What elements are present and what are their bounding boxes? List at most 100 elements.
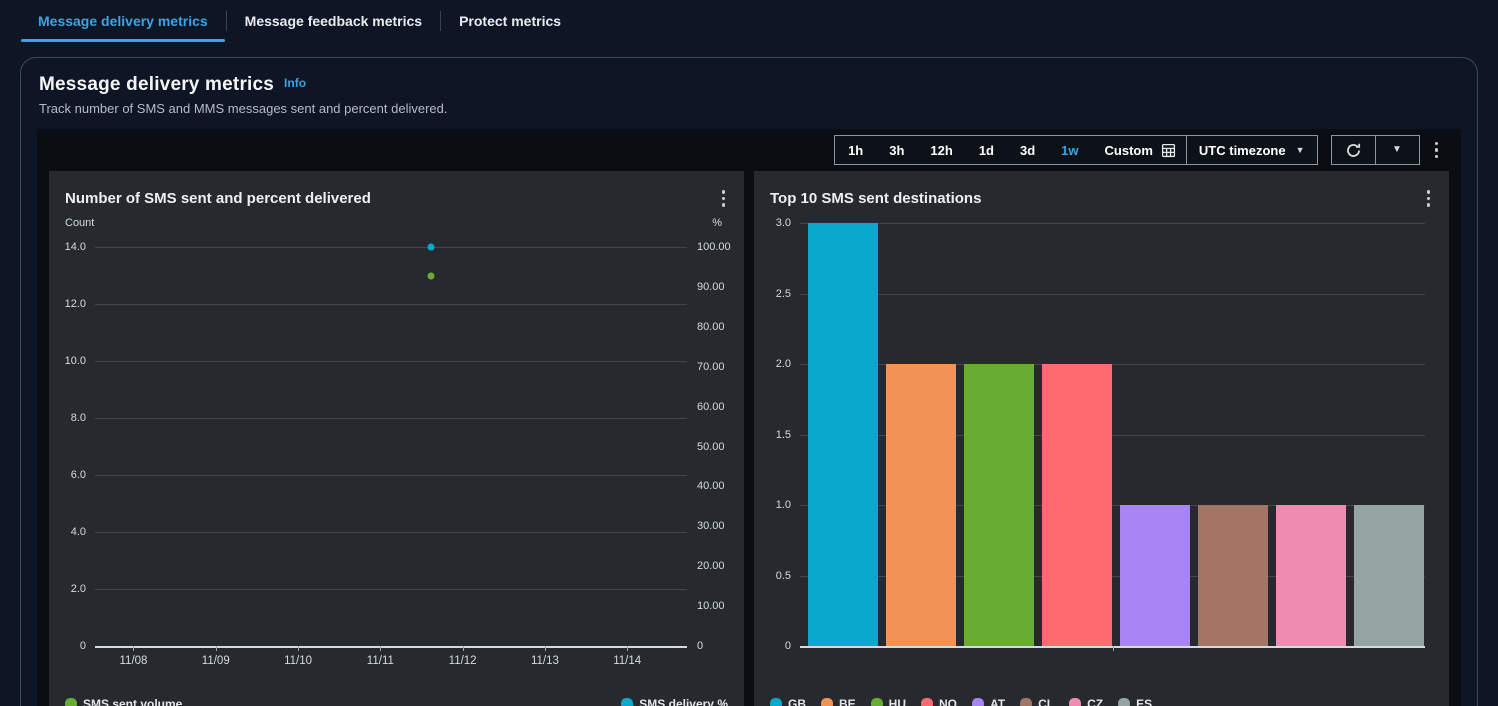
left-axis-tick-label: 10.0 (64, 355, 86, 367)
toolbar-kebab-menu[interactable] (1426, 136, 1448, 165)
left-axis-tick-label: 8.0 (70, 412, 86, 424)
grid-line (800, 575, 1425, 577)
caret-down-icon: ▼ (1295, 144, 1305, 155)
info-link[interactable]: Info (284, 76, 307, 90)
legend-swatch (770, 698, 782, 706)
tab-protect-metrics[interactable]: Protect metrics (459, 13, 562, 29)
range-button-1w[interactable]: 1w (1061, 142, 1079, 158)
chart-legend: GB BE HU NO AT CL CZ ES (770, 697, 1433, 706)
legend-item-sms-sent-volume[interactable]: SMS sent volume (65, 697, 182, 706)
grid-line (95, 247, 687, 248)
chart-kebab-menu[interactable] (1418, 184, 1440, 213)
refresh-icon (1346, 143, 1360, 157)
refresh-button[interactable] (1330, 135, 1376, 165)
bar-no[interactable] (1042, 364, 1112, 646)
range-button-1h[interactable]: 1h (848, 142, 864, 158)
bar-es[interactable] (1354, 505, 1424, 646)
legend-item-hu[interactable]: HU (870, 697, 907, 706)
left-axis-tick-label: 2.0 (70, 583, 86, 595)
tab-message-feedback-metrics[interactable]: Message feedback metrics (244, 13, 423, 29)
time-range-group: 1h 3h 12h 1d 3d 1w Custom (834, 135, 1187, 165)
legend-label: HU (888, 697, 907, 706)
tab-bar: Message delivery metrics Message feedback… (0, 0, 1498, 42)
custom-range-button[interactable]: Custom (1092, 136, 1186, 164)
x-axis-tick-label: 11/09 (201, 655, 230, 667)
page-title: Message delivery metrics (39, 74, 275, 95)
bar-cz[interactable] (1276, 505, 1346, 646)
right-axis-tick-label: 10.00 (697, 600, 725, 613)
legend-item-cz[interactable]: CZ (1069, 697, 1103, 706)
x-axis-tick (462, 646, 464, 651)
y-axis-tick-label: 1.0 (775, 499, 791, 511)
tab-message-delivery-metrics[interactable]: Message delivery metrics (20, 0, 226, 42)
legend-item-no[interactable]: NO (921, 697, 957, 706)
bar-at[interactable] (1120, 505, 1190, 646)
range-button-12h[interactable]: 12h (930, 142, 953, 158)
grid-line (800, 505, 1425, 506)
right-axis-tick-label: 80.00 (697, 320, 725, 333)
left-axis-tick-label: 12.0 (64, 298, 86, 310)
x-axis-tick (215, 646, 217, 651)
legend-item-cl[interactable]: CL (1020, 697, 1054, 706)
scatter-plot-area: 14.0 12.0 10.0 8.0 6.0 4.0 2.0 0 100.00 90.00 80.0… (65, 241, 731, 667)
x-axis-line (95, 646, 687, 648)
timezone-dropdown[interactable]: UTC timezone ▼ (1185, 135, 1318, 165)
chart-kebab-menu[interactable] (713, 184, 735, 213)
grid-line (95, 361, 687, 362)
left-axis-unit: Count (65, 217, 95, 229)
grid-line (800, 434, 1425, 436)
y-axis-tick-label: 2.5 (775, 287, 791, 300)
legend-item-be[interactable]: BE (821, 697, 856, 706)
grid-line (95, 418, 687, 419)
grid-line (95, 475, 687, 476)
legend-swatch (1069, 698, 1082, 706)
toolbar-dropdown-button[interactable]: ▼ (1374, 135, 1420, 165)
legend-swatch (870, 698, 883, 706)
metrics-content-area: 1h 3h 12h 1d 3d 1w Custom UTC timezone ▼ (37, 129, 1461, 706)
panel-header: Message delivery metrics Info Track numbe… (36, 74, 1462, 116)
legend-label: CL (1038, 697, 1055, 706)
range-button-1d[interactable]: 1d (978, 142, 994, 158)
grid-line (95, 304, 687, 305)
x-axis-tick (380, 646, 382, 651)
legend-label: SMS sent volume (83, 697, 183, 706)
page-subtitle: Track number of SMS and MMS messages sen… (39, 101, 448, 116)
x-axis-tick-label: 11/14 (613, 655, 642, 667)
legend-item-sms-delivery[interactable]: SMS delivery % (621, 697, 728, 706)
data-point-sms-delivery[interactable] (427, 243, 435, 251)
caret-down-icon: ▼ (1392, 144, 1402, 155)
x-axis-tick-label: 11/13 (530, 655, 559, 667)
left-axis-tick-label: 14.0 (64, 241, 86, 253)
range-button-3h[interactable]: 3h (889, 142, 905, 158)
card-header: Top 10 SMS sent destinations (754, 171, 1449, 213)
card-header: Number of SMS sent and percent delivered (49, 171, 744, 213)
legend-item-at[interactable]: AT (972, 697, 1005, 706)
charts-row: Number of SMS sent and percent delivered… (49, 171, 1449, 706)
chart-legend: SMS sent volume SMS delivery % (65, 697, 728, 706)
x-axis-tick (298, 646, 300, 651)
range-button-3d[interactable]: 3d (1020, 142, 1036, 158)
legend-label: NO (939, 697, 958, 706)
legend-swatch (972, 698, 985, 706)
bar-cl[interactable] (1198, 505, 1268, 646)
bar-be[interactable] (886, 364, 956, 646)
legend-swatch (621, 698, 634, 706)
legend-label: CZ (1087, 697, 1104, 706)
right-axis-unit: % (712, 217, 722, 229)
x-axis-tick (133, 646, 135, 651)
y-axis-tick-label: 1.5 (775, 428, 791, 441)
legend-swatch (1118, 698, 1131, 706)
bar-gb[interactable] (808, 223, 878, 646)
legend-label: SMS delivery % (639, 697, 728, 706)
calendar-icon (1161, 143, 1175, 157)
bar-hu[interactable] (964, 364, 1034, 646)
grid-line (800, 223, 1425, 224)
data-point-sms-sent-volume[interactable] (427, 272, 435, 279)
legend-item-es[interactable]: ES (1118, 697, 1152, 706)
x-axis-tick (627, 646, 629, 651)
right-axis-tick-label: 100.00 (697, 241, 731, 253)
legend-item-gb[interactable]: GB (770, 697, 806, 706)
top-destinations-chart-card: Top 10 SMS sent destinations 3.0 2.5 2.0 1.… (754, 171, 1449, 706)
x-axis-tick (544, 646, 546, 651)
tab-separator (225, 11, 227, 31)
